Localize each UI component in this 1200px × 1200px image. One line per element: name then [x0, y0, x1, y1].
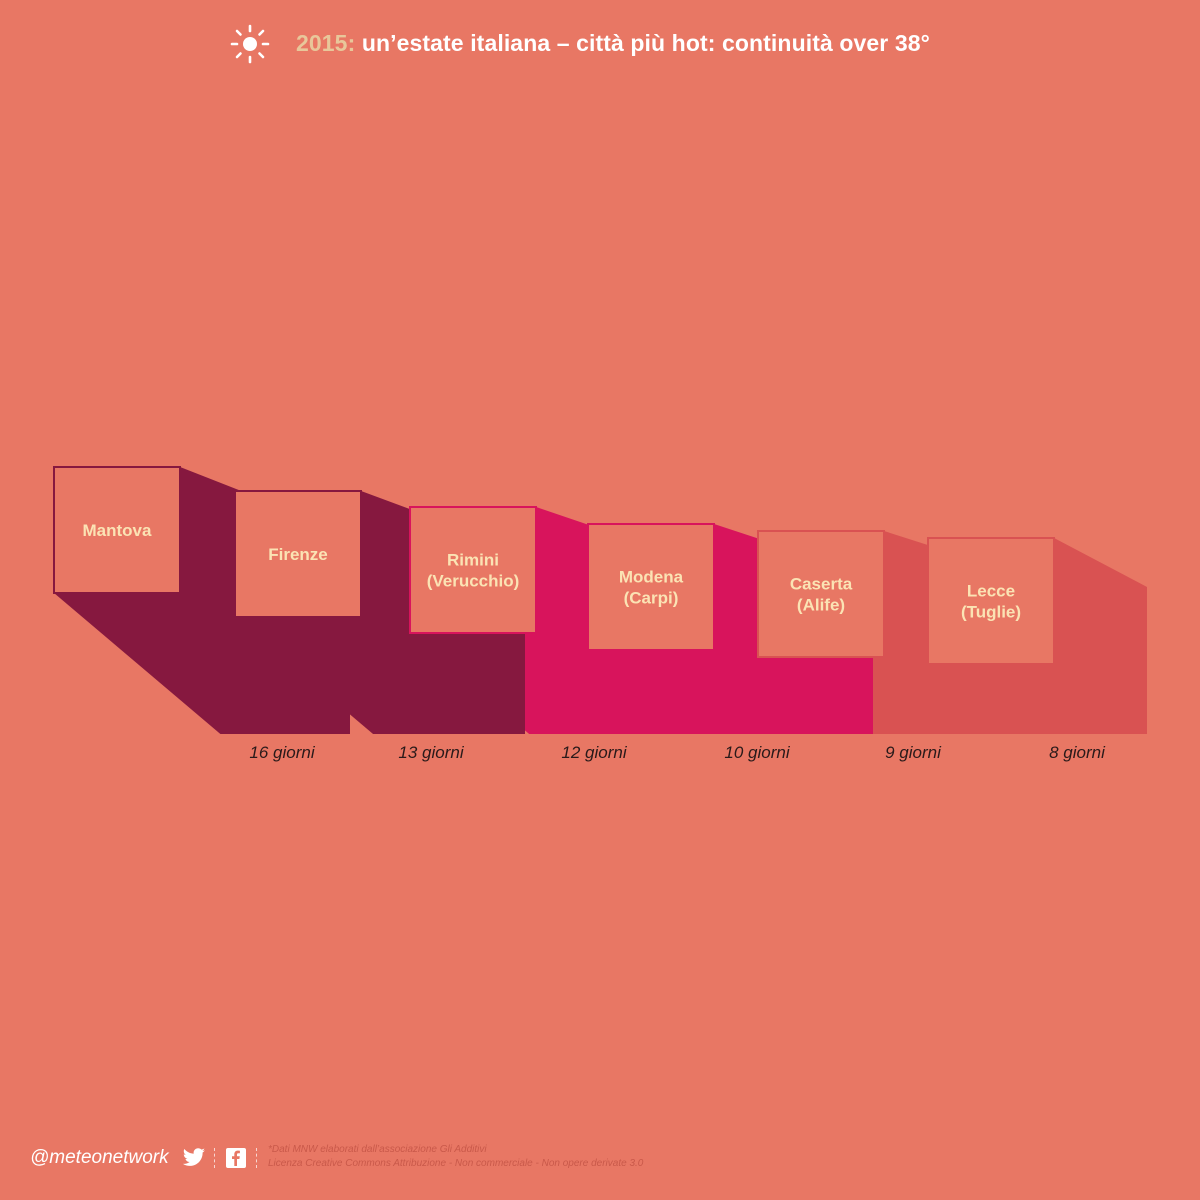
- credit-line: Licenza Creative Commons Attribuzione - …: [268, 1158, 644, 1169]
- sun-icon: [230, 24, 270, 64]
- value-label: 16 giorni: [249, 743, 315, 762]
- footer-separator: [256, 1148, 259, 1168]
- category-label: (Tuglie): [961, 603, 1021, 622]
- category-label: Firenze: [268, 545, 328, 564]
- category-label: Mantova: [83, 521, 153, 540]
- value-label: 12 giorni: [561, 743, 627, 762]
- category-label: Rimini: [447, 551, 499, 570]
- chart-title-year: 2015:: [296, 30, 356, 56]
- bar: [53, 466, 181, 594]
- footer-handle[interactable]: @meteonetwork: [30, 1147, 169, 1168]
- bar: [234, 490, 362, 618]
- value-label: 10 giorni: [724, 743, 790, 762]
- footer-credits: *Dati MNW elaborati dall’associazione Gl…: [268, 1143, 643, 1171]
- value-label: 13 giorni: [398, 743, 464, 762]
- bar: [587, 523, 715, 651]
- category-label: Caserta: [790, 575, 853, 594]
- category-label: (Alife): [797, 596, 845, 615]
- box-layer: Mantova Firenze Rimini (Verucchio) Modena (Ca…: [53, 466, 1055, 665]
- value-label-layer: 16 giorni 13 giorni 12 giorni 10 giorni 9 gi…: [249, 743, 1106, 762]
- facebook-icon[interactable]: [226, 1148, 246, 1168]
- footer-separator: [214, 1148, 217, 1168]
- category-label: Modena: [619, 568, 684, 587]
- value-label: 8 giorni: [1049, 743, 1106, 762]
- bar: [927, 537, 1055, 665]
- chart-title-text: un’estate italiana – città più hot: cont…: [361, 30, 930, 56]
- bar: [409, 506, 537, 634]
- category-label: Lecce: [967, 582, 1015, 601]
- header: 2015: un’estate italiana – città più hot…: [0, 22, 1200, 66]
- value-label: 9 giorni: [885, 743, 942, 762]
- credit-line: *Dati MNW elaborati dall’associazione Gl…: [268, 1144, 487, 1155]
- category-label: (Verucchio): [427, 572, 520, 591]
- twitter-icon[interactable]: [182, 1148, 206, 1168]
- chart-title: 2015: un’estate italiana – città più hot…: [296, 30, 930, 57]
- bar: [757, 530, 885, 658]
- category-label: (Carpi): [624, 589, 679, 608]
